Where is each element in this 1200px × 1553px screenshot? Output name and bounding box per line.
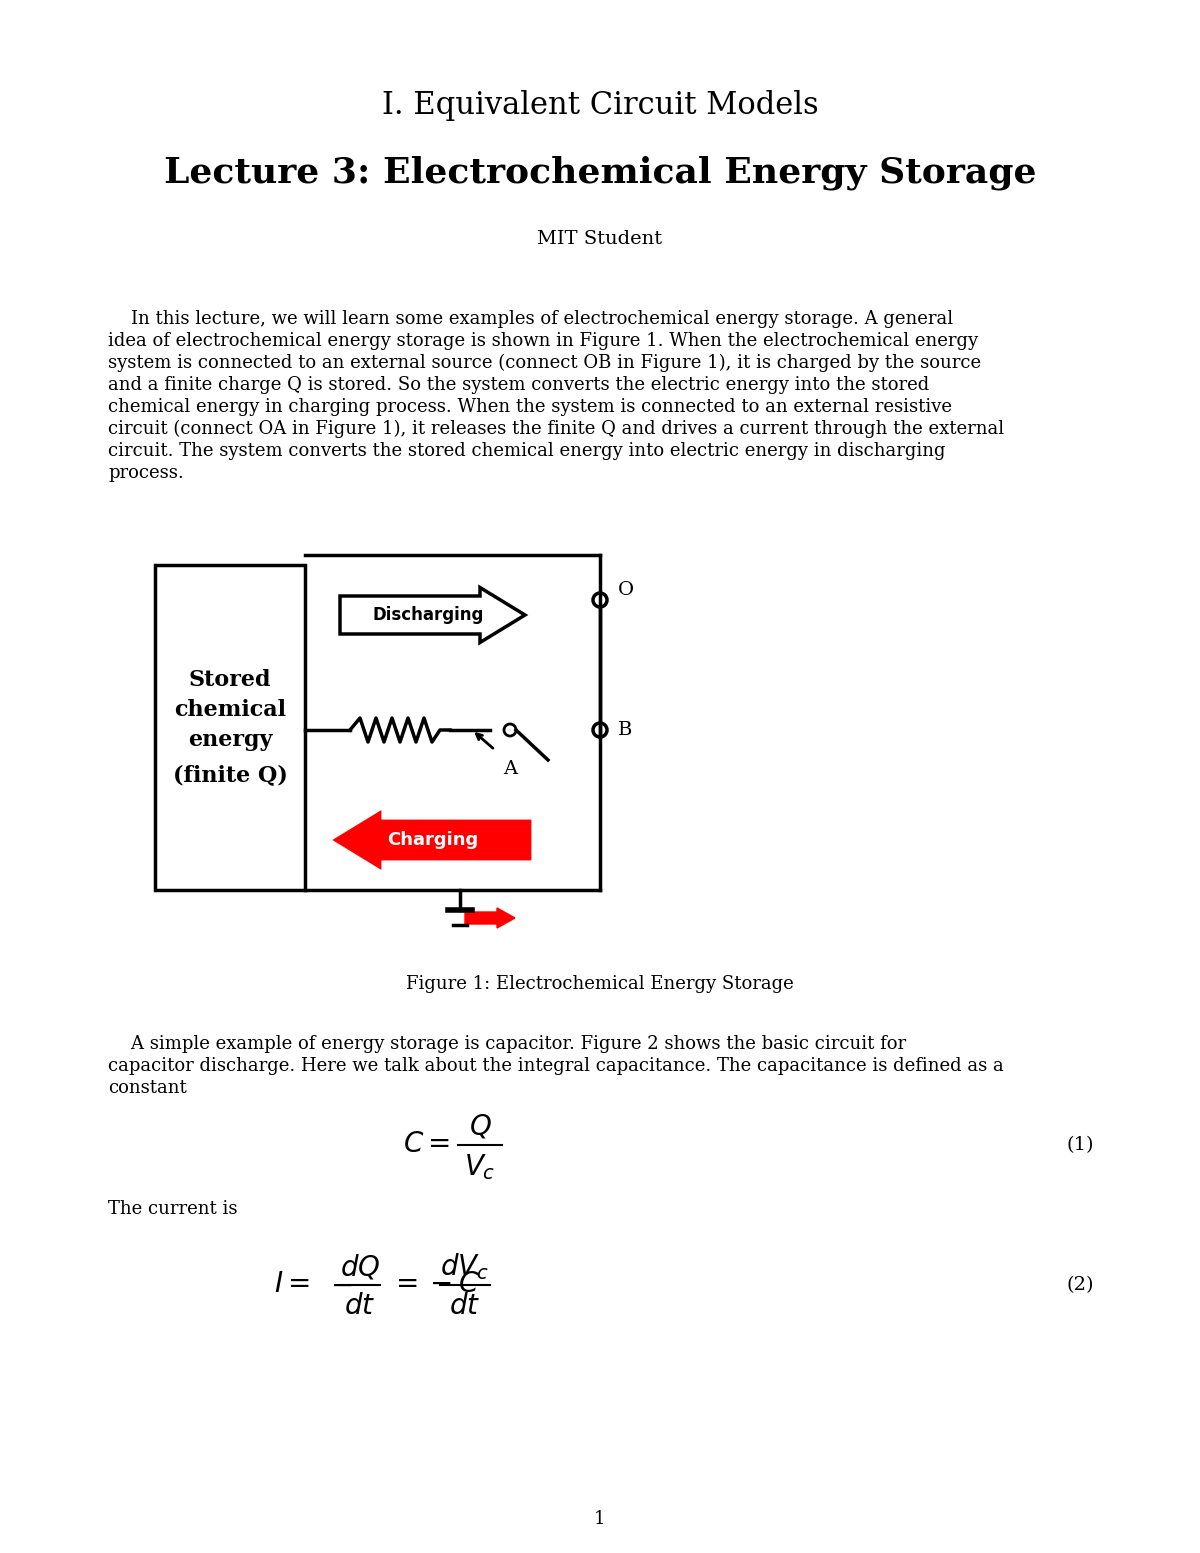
FancyArrow shape xyxy=(340,587,526,643)
Text: I. Equivalent Circuit Models: I. Equivalent Circuit Models xyxy=(382,90,818,121)
Text: Figure 1: Electrochemical Energy Storage: Figure 1: Electrochemical Energy Storage xyxy=(406,975,794,992)
Text: energy: energy xyxy=(187,728,272,752)
Text: Lecture 3: Electrochemical Energy Storage: Lecture 3: Electrochemical Energy Storag… xyxy=(163,155,1037,189)
Text: The current is: The current is xyxy=(108,1200,238,1218)
Text: $I=$: $I=$ xyxy=(274,1272,310,1298)
Text: idea of electrochemical energy storage is shown in Figure 1. When the electroche: idea of electrochemical energy storage i… xyxy=(108,332,978,349)
Text: $dt$: $dt$ xyxy=(449,1294,481,1320)
Text: A: A xyxy=(503,759,517,778)
Text: $V_c$: $V_c$ xyxy=(464,1152,496,1182)
Text: chemical energy in charging process. When the system is connected to an external: chemical energy in charging process. Whe… xyxy=(108,398,952,416)
Text: circuit (connect OA in Figure 1), it releases the finite Q and drives a current : circuit (connect OA in Figure 1), it rel… xyxy=(108,419,1004,438)
Text: $dQ$: $dQ$ xyxy=(340,1253,380,1281)
Text: system is connected to an external source (connect OB in Figure 1), it is charge: system is connected to an external sourc… xyxy=(108,354,982,373)
Text: (finite Q): (finite Q) xyxy=(173,764,288,786)
Text: Stored: Stored xyxy=(188,669,271,691)
FancyArrow shape xyxy=(335,812,530,868)
Bar xyxy=(155,565,305,890)
Text: B: B xyxy=(618,721,632,739)
Text: O: O xyxy=(618,581,634,599)
Text: $dt$: $dt$ xyxy=(344,1294,376,1320)
FancyArrow shape xyxy=(466,909,515,929)
Text: MIT Student: MIT Student xyxy=(538,230,662,248)
Text: capacitor discharge. Here we talk about the integral capacitance. The capacitanc: capacitor discharge. Here we talk about … xyxy=(108,1058,1003,1075)
Text: (1): (1) xyxy=(1067,1135,1093,1154)
Text: $-$: $-$ xyxy=(330,1272,353,1298)
Text: process.: process. xyxy=(108,464,184,481)
Text: 1: 1 xyxy=(594,1510,606,1528)
Text: Charging: Charging xyxy=(388,831,479,849)
Text: $Q$: $Q$ xyxy=(469,1114,491,1141)
Text: $C=$: $C=$ xyxy=(403,1132,450,1159)
Text: In this lecture, we will learn some examples of electrochemical energy storage. : In this lecture, we will learn some exam… xyxy=(108,311,953,328)
Text: chemical: chemical xyxy=(174,699,286,721)
Text: $dV_c$: $dV_c$ xyxy=(440,1252,490,1283)
Text: $=-C$: $=-C$ xyxy=(390,1272,480,1298)
Text: (2): (2) xyxy=(1067,1277,1093,1294)
Text: and a finite charge Q is stored. So the system converts the electric energy into: and a finite charge Q is stored. So the … xyxy=(108,376,929,394)
Text: Discharging: Discharging xyxy=(372,606,484,624)
Text: A simple example of energy storage is capacitor. Figure 2 shows the basic circui: A simple example of energy storage is ca… xyxy=(108,1034,906,1053)
Text: constant: constant xyxy=(108,1079,187,1096)
Text: circuit. The system converts the stored chemical energy into electric energy in : circuit. The system converts the stored … xyxy=(108,443,946,460)
